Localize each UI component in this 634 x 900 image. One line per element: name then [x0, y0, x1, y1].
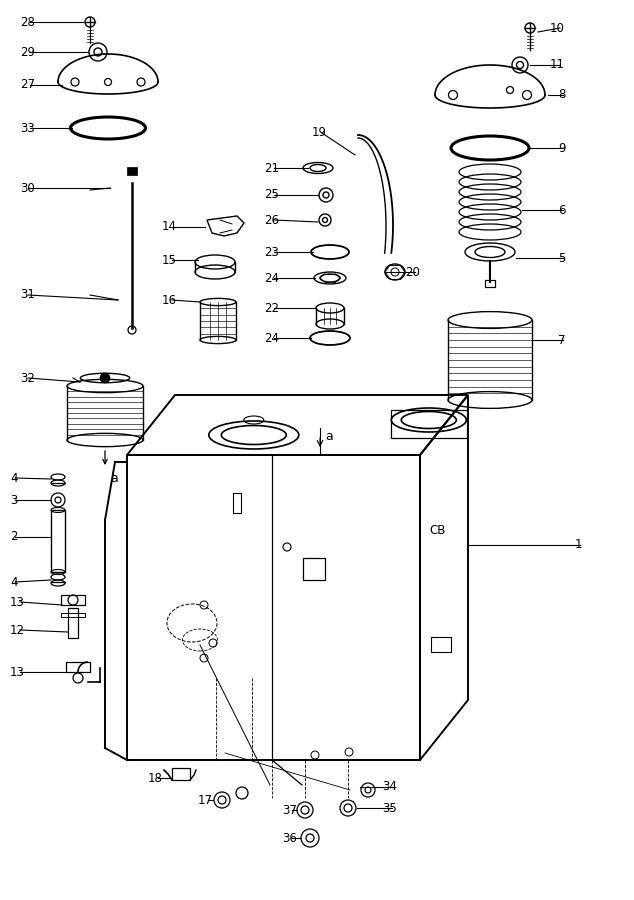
Text: 1: 1 — [575, 538, 583, 552]
Text: 17: 17 — [198, 794, 213, 806]
Text: 22: 22 — [264, 302, 279, 314]
Text: a: a — [110, 472, 118, 484]
Text: 21: 21 — [264, 161, 279, 175]
Text: 13: 13 — [10, 596, 25, 608]
Text: 33: 33 — [20, 122, 35, 134]
Text: 31: 31 — [20, 289, 35, 302]
Bar — [485, 280, 495, 287]
Bar — [391, 410, 467, 438]
Text: 16: 16 — [162, 293, 177, 307]
Text: 18: 18 — [148, 771, 163, 785]
Bar — [233, 493, 241, 513]
Bar — [172, 768, 190, 780]
Text: a: a — [325, 430, 333, 444]
Bar — [66, 662, 90, 672]
Bar — [431, 637, 451, 652]
Text: 23: 23 — [264, 246, 279, 258]
Text: 24: 24 — [264, 331, 279, 345]
Text: 11: 11 — [550, 58, 565, 71]
Text: 5: 5 — [558, 251, 566, 265]
Text: 3: 3 — [10, 493, 17, 507]
Text: 32: 32 — [20, 372, 35, 384]
Bar — [61, 613, 85, 617]
Text: 30: 30 — [20, 182, 35, 194]
Text: 4: 4 — [10, 575, 18, 589]
Text: 27: 27 — [20, 78, 35, 92]
Text: 29: 29 — [20, 46, 35, 58]
Text: 19: 19 — [312, 127, 327, 140]
Circle shape — [100, 373, 110, 383]
Text: 9: 9 — [558, 141, 566, 155]
Text: 8: 8 — [558, 88, 566, 102]
Text: 34: 34 — [382, 780, 397, 794]
Text: 13: 13 — [10, 665, 25, 679]
Text: 35: 35 — [382, 802, 397, 814]
Text: 28: 28 — [20, 15, 35, 29]
Text: 26: 26 — [264, 213, 279, 227]
Text: 37: 37 — [282, 804, 297, 816]
Text: 20: 20 — [405, 266, 420, 278]
Text: 14: 14 — [162, 220, 177, 233]
Text: 15: 15 — [162, 254, 177, 266]
Text: 10: 10 — [550, 22, 565, 34]
Text: 6: 6 — [558, 203, 566, 217]
Text: CB: CB — [430, 524, 446, 536]
Text: 7: 7 — [558, 334, 566, 346]
Bar — [68, 608, 78, 638]
Text: 36: 36 — [282, 832, 297, 844]
Bar — [127, 167, 137, 175]
Text: 12: 12 — [10, 624, 25, 636]
Text: 25: 25 — [264, 188, 279, 202]
Text: 2: 2 — [10, 530, 18, 544]
Bar — [51, 510, 65, 572]
Bar — [303, 558, 325, 580]
Bar — [61, 595, 85, 605]
Text: 24: 24 — [264, 272, 279, 284]
Text: 4: 4 — [10, 472, 18, 484]
